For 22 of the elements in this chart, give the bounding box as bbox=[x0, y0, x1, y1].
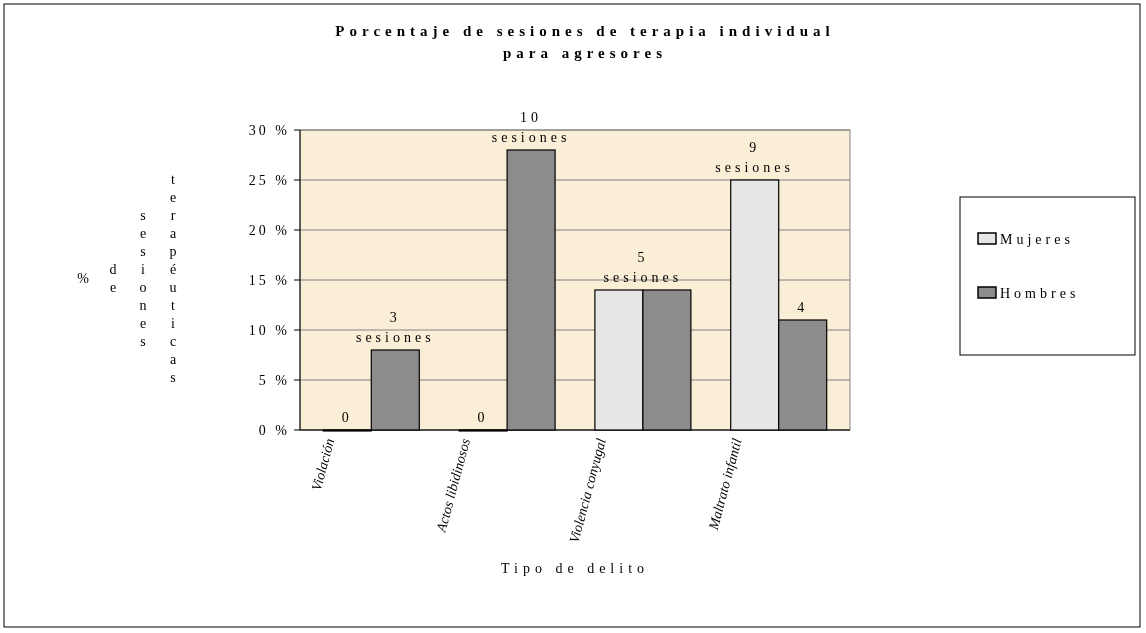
annotation: 9 sesiones bbox=[715, 140, 795, 175]
y-tick-label: 15 % bbox=[248, 273, 290, 288]
y-tick-label: 30 % bbox=[248, 123, 290, 138]
y-tick-label: 25 % bbox=[248, 173, 290, 188]
x-tick-label: Maltrato infantil bbox=[705, 436, 745, 533]
x-tick-label: Violación bbox=[308, 436, 338, 493]
y-axis-title: % de sesiones terapéuticas bbox=[75, 172, 181, 388]
y-tick-label: 5 % bbox=[258, 373, 290, 388]
annotation: 10 sesiones bbox=[491, 110, 571, 145]
legend-label: Mujeres bbox=[1000, 232, 1074, 247]
legend-label: Hombres bbox=[1000, 286, 1080, 301]
y-tick-label: 20 % bbox=[248, 223, 290, 238]
chart-title: Porcentaje de sesiones de terapia individual para agresores bbox=[335, 23, 835, 61]
annotation: 0 bbox=[341, 410, 353, 425]
annotation: 4 bbox=[797, 300, 809, 315]
annotation: 3 sesiones bbox=[355, 310, 435, 345]
annotation: 0 bbox=[477, 410, 489, 425]
x-tick-label: Violencia conyugal bbox=[566, 436, 609, 545]
x-axis-title: Tipo de delito bbox=[500, 561, 650, 576]
y-tick-label: 10 % bbox=[248, 323, 290, 338]
annotation: 5 sesiones bbox=[603, 250, 683, 285]
y-tick-label: 0 % bbox=[258, 423, 290, 438]
